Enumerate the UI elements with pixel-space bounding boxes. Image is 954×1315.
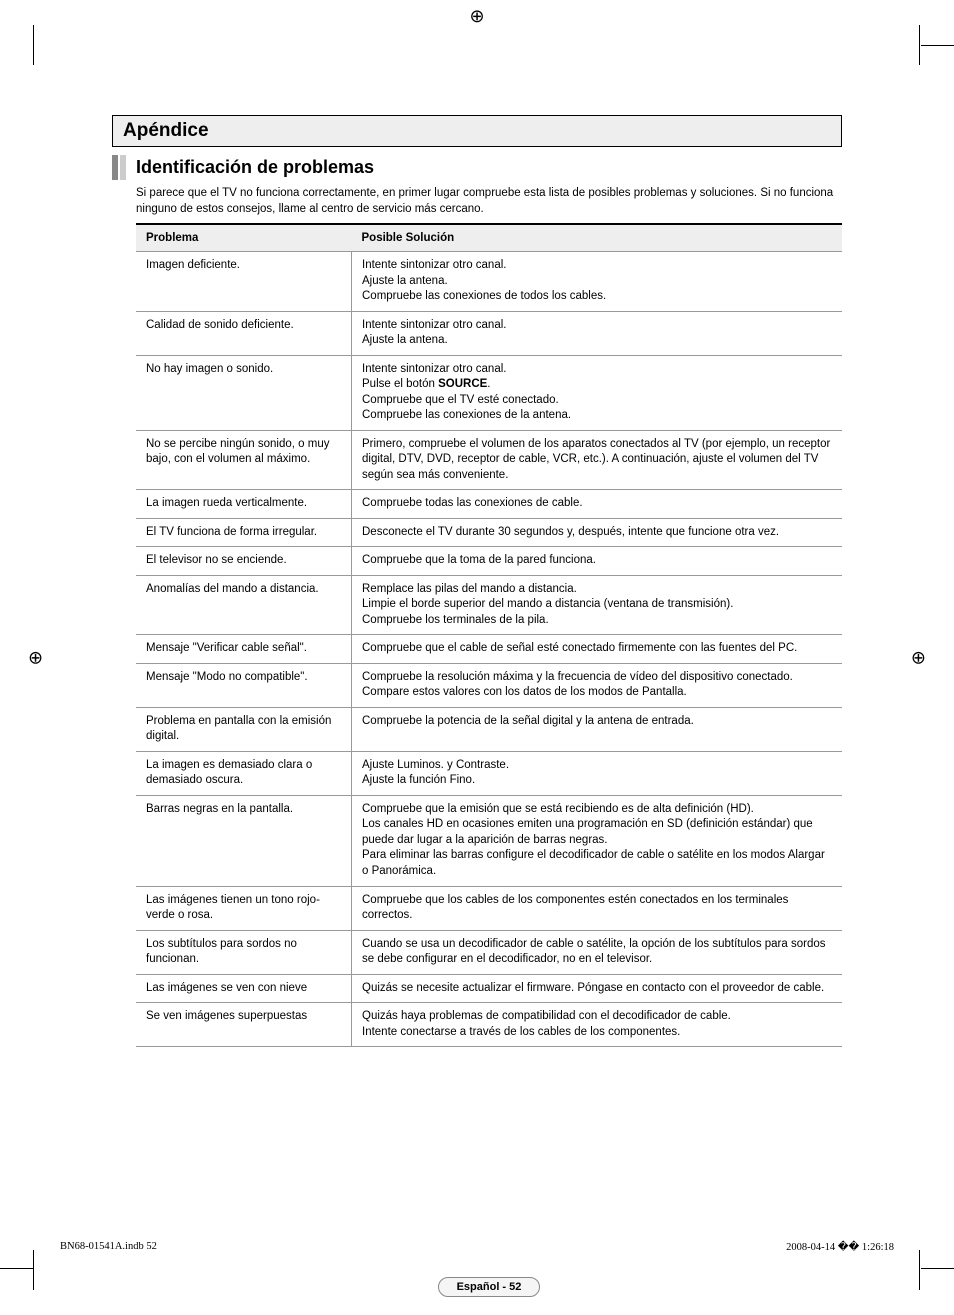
table-row: El TV funciona de forma irregular.Descon…	[136, 518, 842, 547]
table-row: Mensaje "Modo no compatible".Compruebe l…	[136, 663, 842, 707]
crop-mark	[33, 25, 35, 65]
crop-mark	[921, 45, 954, 47]
table-row: Problema en pantalla con la emisión digi…	[136, 707, 842, 751]
crop-mark	[919, 1250, 921, 1290]
solution-cell: Compruebe la potencia de la señal digita…	[352, 707, 843, 751]
solution-cell: Intente sintonizar otro canal.Ajuste la …	[352, 311, 843, 355]
solution-cell: Remplace las pilas del mando a distancia…	[352, 575, 843, 635]
solution-cell: Cuando se usa un decodificador de cable …	[352, 930, 843, 974]
table-row: Calidad de sonido deficiente.Intente sin…	[136, 311, 842, 355]
table-row: Las imágenes se ven con nieveQuizás se n…	[136, 974, 842, 1003]
footer-left: BN68-01541A.indb 52	[60, 1241, 157, 1253]
table-row: Las imágenes tienen un tono rojo-verde o…	[136, 886, 842, 930]
solution-cell: Compruebe que los cables de los componen…	[352, 886, 843, 930]
problem-cell: Imagen deficiente.	[136, 252, 352, 312]
col-solution: Posible Solución	[352, 225, 843, 252]
section-heading: Identificación de problemas	[136, 155, 374, 180]
section-heading-row: Identificación de problemas	[112, 155, 842, 180]
problem-cell: La imagen rueda verticalmente.	[136, 490, 352, 519]
heading-bar-light	[120, 155, 126, 180]
table-row: Los subtítulos para sordos no funcionan.…	[136, 930, 842, 974]
crop-mark	[0, 1268, 33, 1270]
footer-right: 2008-04-14 �� 1:26:18	[786, 1241, 894, 1253]
page-badge-wrap: Español - 52	[136, 1277, 842, 1297]
solution-cell: Quizás haya problemas de compatibilidad …	[352, 1003, 843, 1047]
crop-mark	[921, 1268, 954, 1270]
solution-cell: Primero, compruebe el volumen de los apa…	[352, 430, 843, 490]
table-row: La imagen es demasiado clara o demasiado…	[136, 751, 842, 795]
solution-cell: Compruebe que el cable de señal esté con…	[352, 635, 843, 664]
table-row: La imagen rueda verticalmente.Compruebe …	[136, 490, 842, 519]
registration-mark-left: ⊕	[28, 647, 43, 668]
problem-cell: Mensaje "Modo no compatible".	[136, 663, 352, 707]
solution-cell: Compruebe todas las conexiones de cable.	[352, 490, 843, 519]
table-row: El televisor no se enciende.Compruebe qu…	[136, 547, 842, 576]
crop-mark	[33, 1250, 35, 1290]
table-header-row: Problema Posible Solución	[136, 225, 842, 252]
solution-cell: Ajuste Luminos. y Contraste.Ajuste la fu…	[352, 751, 843, 795]
solution-cell: Compruebe que la emisión que se está rec…	[352, 795, 843, 886]
solution-cell: Compruebe que la toma de la pared funcio…	[352, 547, 843, 576]
table-row: Anomalías del mando a distancia.Remplace…	[136, 575, 842, 635]
solution-cell: Compruebe la resolución máxima y la frec…	[352, 663, 843, 707]
problem-cell: Se ven imágenes superpuestas	[136, 1003, 352, 1047]
problem-cell: Problema en pantalla con la emisión digi…	[136, 707, 352, 751]
solution-cell: Intente sintonizar otro canal.Pulse el b…	[352, 355, 843, 430]
table-row: Imagen deficiente.Intente sintonizar otr…	[136, 252, 842, 312]
print-footer: BN68-01541A.indb 52 2008-04-14 �� 1:26:1…	[60, 1241, 894, 1253]
table-row: No se percibe ningún sonido, o muy bajo,…	[136, 430, 842, 490]
heading-bar-dark	[112, 155, 118, 180]
registration-mark-top: ⊕	[469, 6, 484, 27]
problem-cell: Anomalías del mando a distancia.	[136, 575, 352, 635]
problem-cell: Calidad de sonido deficiente.	[136, 311, 352, 355]
table-row: Barras negras en la pantalla.Compruebe q…	[136, 795, 842, 886]
problem-cell: Mensaje "Verificar cable señal".	[136, 635, 352, 664]
table-row: Mensaje "Verificar cable señal".Comprueb…	[136, 635, 842, 664]
table-row: No hay imagen o sonido.Intente sintoniza…	[136, 355, 842, 430]
problem-cell: No hay imagen o sonido.	[136, 355, 352, 430]
page-badge: Español - 52	[438, 1277, 541, 1297]
intro-text: Si parece que el TV no funciona correcta…	[136, 180, 842, 225]
appendix-heading: Apéndice	[112, 115, 842, 147]
problem-cell: Las imágenes se ven con nieve	[136, 974, 352, 1003]
table-row: Se ven imágenes superpuestasQuizás haya …	[136, 1003, 842, 1047]
problem-cell: Las imágenes tienen un tono rojo-verde o…	[136, 886, 352, 930]
problem-cell: Los subtítulos para sordos no funcionan.	[136, 930, 352, 974]
problem-cell: El televisor no se enciende.	[136, 547, 352, 576]
solution-cell: Intente sintonizar otro canal.Ajuste la …	[352, 252, 843, 312]
problem-cell: El TV funciona de forma irregular.	[136, 518, 352, 547]
registration-mark-right: ⊕	[911, 647, 926, 668]
problem-cell: Barras negras en la pantalla.	[136, 795, 352, 886]
col-problem: Problema	[136, 225, 352, 252]
problem-cell: No se percibe ningún sonido, o muy bajo,…	[136, 430, 352, 490]
problem-cell: La imagen es demasiado clara o demasiado…	[136, 751, 352, 795]
troubleshoot-table: Problema Posible Solución Imagen deficie…	[136, 225, 842, 1047]
solution-cell: Quizás se necesite actualizar el firmwar…	[352, 974, 843, 1003]
solution-cell: Desconecte el TV durante 30 segundos y, …	[352, 518, 843, 547]
page-content: Apéndice Identificación de problemas Si …	[112, 115, 842, 1297]
